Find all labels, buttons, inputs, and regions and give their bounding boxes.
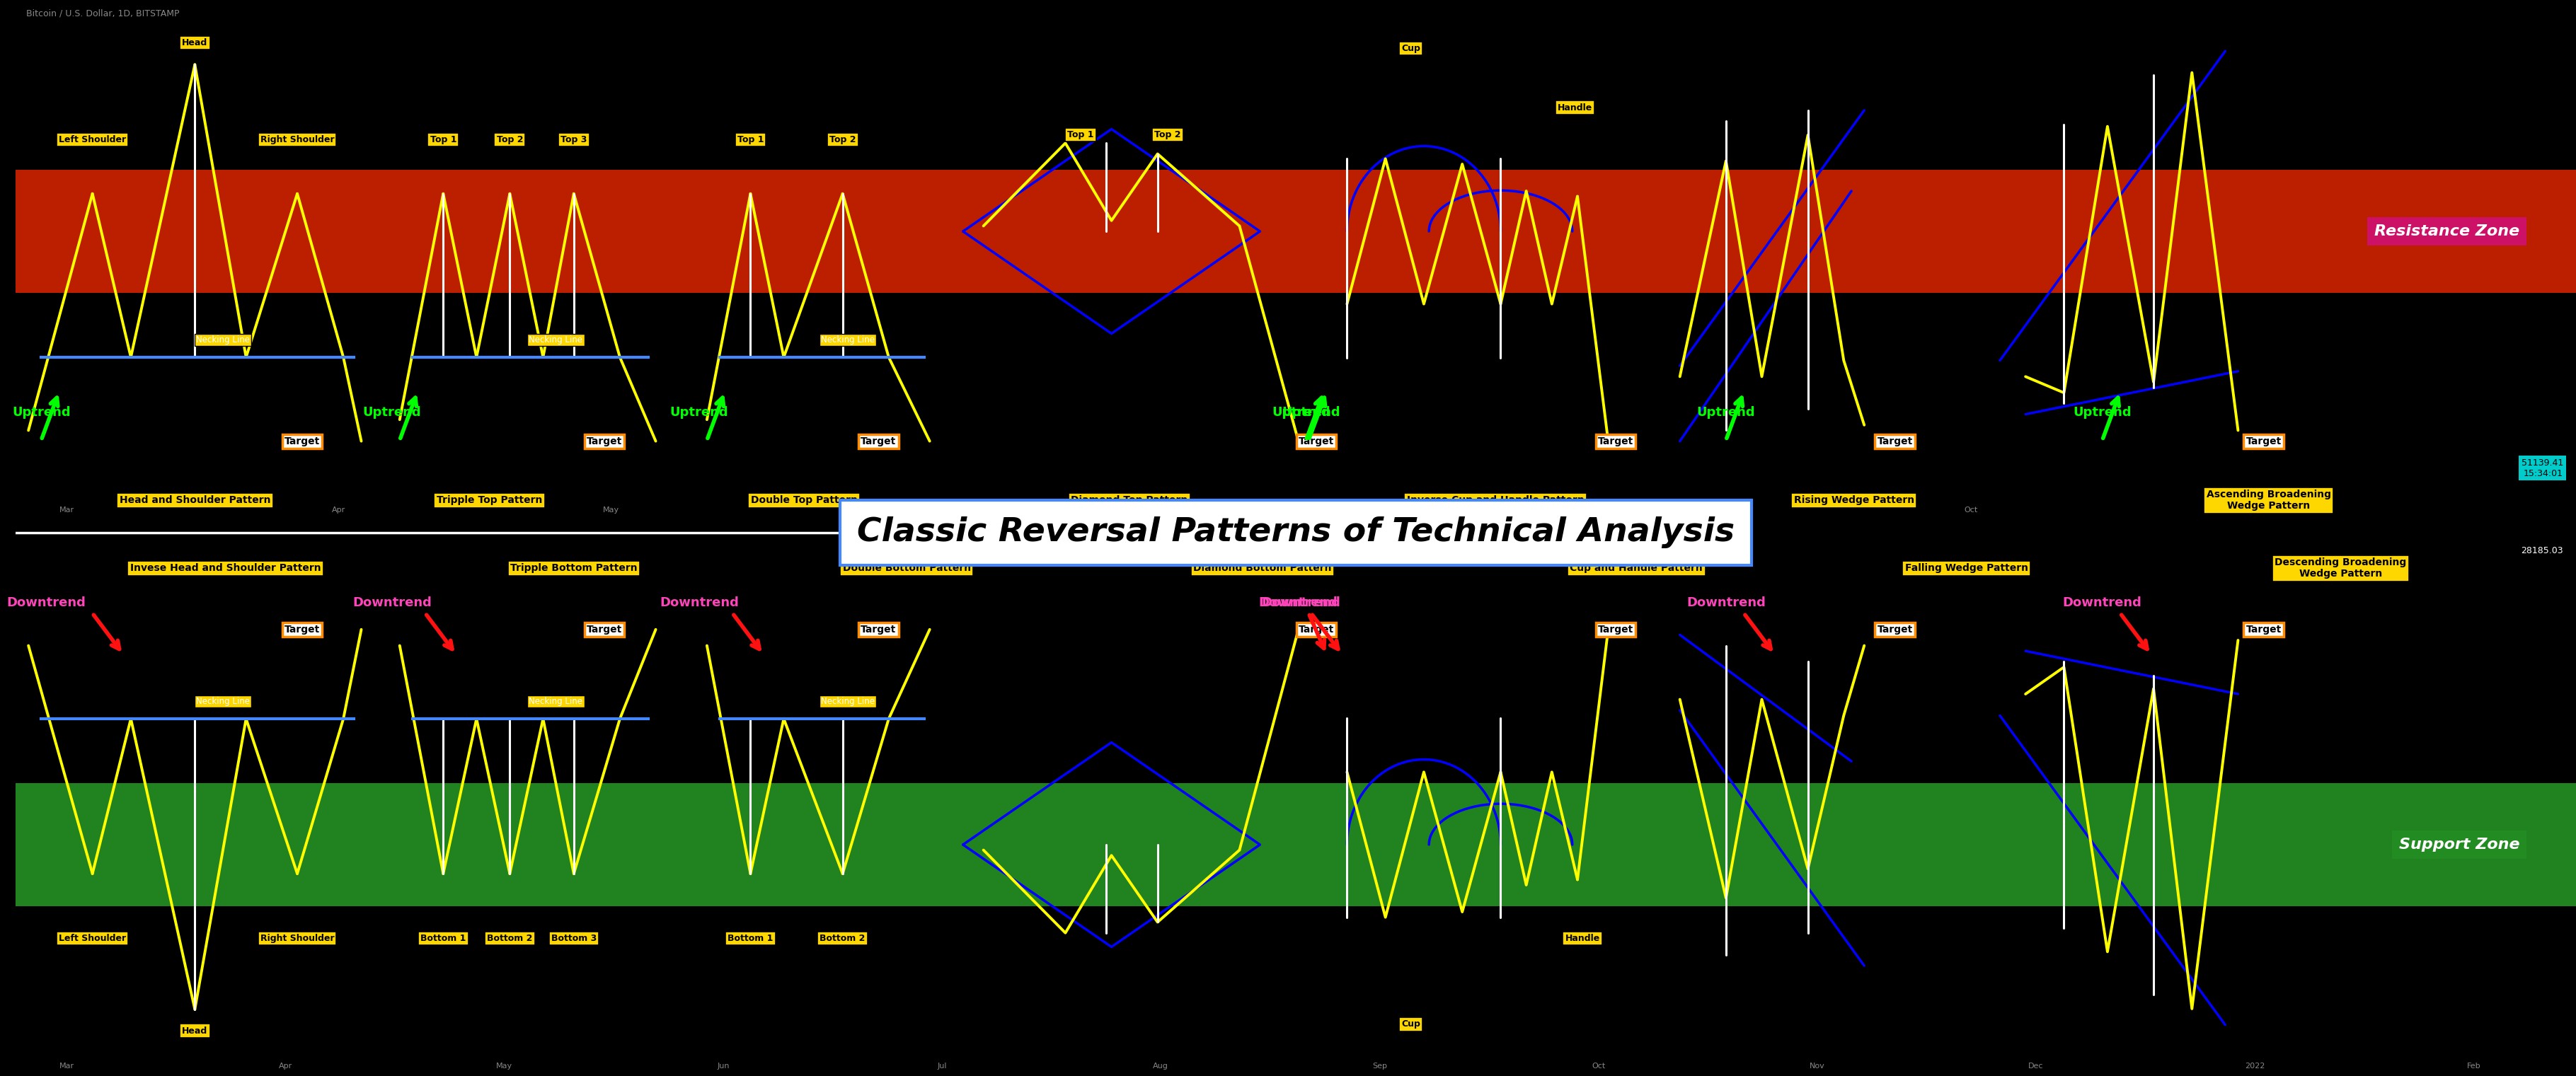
Text: Double Top Pattern: Double Top Pattern bbox=[750, 495, 858, 506]
Text: Right Shoulder: Right Shoulder bbox=[260, 934, 335, 943]
Text: Downtrend: Downtrend bbox=[659, 596, 739, 609]
Text: Top 2: Top 2 bbox=[497, 136, 523, 144]
Text: Target: Target bbox=[1878, 624, 1914, 635]
Text: Left Shoulder: Left Shoulder bbox=[59, 934, 126, 943]
Text: Left Shoulder: Left Shoulder bbox=[59, 136, 126, 144]
Text: Rising Wedge Pattern: Rising Wedge Pattern bbox=[1793, 495, 1914, 506]
Text: Uptrend: Uptrend bbox=[13, 406, 70, 419]
Text: Bitcoin / U.S. Dollar, 1D, BITSTAMP: Bitcoin / U.S. Dollar, 1D, BITSTAMP bbox=[26, 9, 180, 18]
Text: Downtrend: Downtrend bbox=[2063, 596, 2141, 609]
Text: Tripple Bottom Pattern: Tripple Bottom Pattern bbox=[510, 563, 636, 574]
Text: Target: Target bbox=[860, 436, 896, 447]
Text: Target: Target bbox=[587, 436, 623, 447]
Text: Classic Reversal Patterns of Technical Analysis: Classic Reversal Patterns of Technical A… bbox=[858, 516, 1734, 549]
Text: Sep: Sep bbox=[1373, 1062, 1386, 1070]
Text: Uptrend: Uptrend bbox=[2074, 406, 2130, 419]
Text: Downtrend: Downtrend bbox=[8, 596, 85, 609]
Text: Top 3: Top 3 bbox=[562, 136, 587, 144]
Text: Tripple Top Pattern: Tripple Top Pattern bbox=[435, 495, 541, 506]
Text: Falling Wedge Pattern: Falling Wedge Pattern bbox=[1906, 563, 2027, 574]
Text: Inverse Cup and Handle Pattern: Inverse Cup and Handle Pattern bbox=[1406, 495, 1584, 506]
Text: Jun: Jun bbox=[716, 1062, 729, 1070]
Text: Target: Target bbox=[2246, 436, 2282, 447]
Text: Cup: Cup bbox=[1401, 44, 1419, 53]
Text: Necking Line: Necking Line bbox=[822, 335, 876, 344]
Text: Ascending Broadening
Wedge Pattern: Ascending Broadening Wedge Pattern bbox=[2208, 490, 2331, 511]
Text: Top 2: Top 2 bbox=[829, 136, 855, 144]
Text: Jul: Jul bbox=[938, 1062, 948, 1070]
Text: Necking Line: Necking Line bbox=[528, 335, 582, 344]
Text: Diamond Bottom Pattern: Diamond Bottom Pattern bbox=[1193, 563, 1332, 574]
Text: Bottom 1: Bottom 1 bbox=[420, 934, 466, 943]
Text: Mar: Mar bbox=[59, 506, 75, 513]
Text: 28185.03: 28185.03 bbox=[2522, 547, 2563, 555]
Text: Cup and Handle Pattern: Cup and Handle Pattern bbox=[1569, 563, 1703, 574]
Text: Oct: Oct bbox=[1592, 1062, 1605, 1070]
Text: Downtrend: Downtrend bbox=[353, 596, 433, 609]
Text: Head: Head bbox=[183, 39, 209, 47]
Text: Necking Line: Necking Line bbox=[822, 696, 876, 706]
Text: Bottom 2: Bottom 2 bbox=[819, 934, 866, 943]
Text: Downtrend: Downtrend bbox=[1260, 596, 1337, 609]
Text: Descending Broadening
Wedge Pattern: Descending Broadening Wedge Pattern bbox=[2275, 557, 2406, 579]
Text: Top 1: Top 1 bbox=[1066, 130, 1095, 139]
Text: Target: Target bbox=[1298, 624, 1334, 635]
Text: Uptrend: Uptrend bbox=[1283, 406, 1340, 419]
Text: May: May bbox=[603, 506, 618, 513]
Text: Top 1: Top 1 bbox=[737, 136, 762, 144]
Text: Uptrend: Uptrend bbox=[1698, 406, 1754, 419]
Text: Top 2: Top 2 bbox=[1154, 130, 1180, 139]
Text: 2022: 2022 bbox=[2244, 1062, 2264, 1070]
Text: Handle: Handle bbox=[1558, 103, 1592, 112]
Text: Downtrend: Downtrend bbox=[1262, 596, 1340, 609]
Text: Oct: Oct bbox=[1965, 506, 1978, 513]
Text: Uptrend: Uptrend bbox=[670, 406, 729, 419]
Text: Target: Target bbox=[1597, 436, 1633, 447]
Text: Dec: Dec bbox=[2027, 1062, 2043, 1070]
Text: Right Shoulder: Right Shoulder bbox=[260, 136, 335, 144]
FancyBboxPatch shape bbox=[15, 783, 2576, 906]
Text: Target: Target bbox=[283, 624, 319, 635]
Text: Necking Line: Necking Line bbox=[196, 696, 250, 706]
Text: Head and Shoulder Pattern: Head and Shoulder Pattern bbox=[118, 495, 270, 506]
Text: Nov: Nov bbox=[1808, 1062, 1824, 1070]
Text: Target: Target bbox=[1878, 436, 1914, 447]
Text: Invese Head and Shoulder Pattern: Invese Head and Shoulder Pattern bbox=[131, 563, 322, 574]
Text: Target: Target bbox=[587, 624, 623, 635]
Text: Necking Line: Necking Line bbox=[196, 335, 250, 344]
Text: Bottom 1: Bottom 1 bbox=[726, 934, 773, 943]
Text: Cup: Cup bbox=[1401, 1020, 1419, 1029]
Text: Aug: Aug bbox=[1419, 506, 1435, 513]
Text: Top 1: Top 1 bbox=[430, 136, 456, 144]
Text: Apr: Apr bbox=[332, 506, 345, 513]
FancyBboxPatch shape bbox=[15, 169, 2576, 293]
Text: Nov: Nov bbox=[2236, 506, 2251, 513]
Text: Uptrend: Uptrend bbox=[363, 406, 422, 419]
Text: Resistance Zone: Resistance Zone bbox=[2375, 224, 2519, 239]
Text: Sep: Sep bbox=[1692, 506, 1705, 513]
Text: Target: Target bbox=[1597, 624, 1633, 635]
Text: Target: Target bbox=[2246, 624, 2282, 635]
Text: 51139.41
15:34:01: 51139.41 15:34:01 bbox=[2522, 458, 2563, 478]
Text: Target: Target bbox=[860, 624, 896, 635]
Text: Apr: Apr bbox=[278, 1062, 294, 1070]
Text: Feb: Feb bbox=[2468, 1062, 2481, 1070]
Text: Handle: Handle bbox=[1566, 934, 1600, 943]
Text: Mar: Mar bbox=[59, 1062, 75, 1070]
Text: May: May bbox=[497, 1062, 513, 1070]
Text: Necking Line: Necking Line bbox=[528, 696, 582, 706]
Text: Bottom 2: Bottom 2 bbox=[487, 934, 533, 943]
Text: Jun: Jun bbox=[876, 506, 889, 513]
Text: Head: Head bbox=[183, 1027, 209, 1035]
Text: Diamond Top Pattern: Diamond Top Pattern bbox=[1072, 495, 1188, 506]
Text: Uptrend: Uptrend bbox=[1273, 406, 1329, 419]
Text: Support Zone: Support Zone bbox=[2398, 837, 2519, 852]
Text: Downtrend: Downtrend bbox=[1687, 596, 1765, 609]
Text: Double Bottom Pattern: Double Bottom Pattern bbox=[842, 563, 971, 574]
Text: Target: Target bbox=[1298, 436, 1334, 447]
Text: Target: Target bbox=[283, 436, 319, 447]
Text: Aug: Aug bbox=[1154, 1062, 1170, 1070]
Text: Jul: Jul bbox=[1151, 506, 1159, 513]
Text: Bottom 3: Bottom 3 bbox=[551, 934, 598, 943]
